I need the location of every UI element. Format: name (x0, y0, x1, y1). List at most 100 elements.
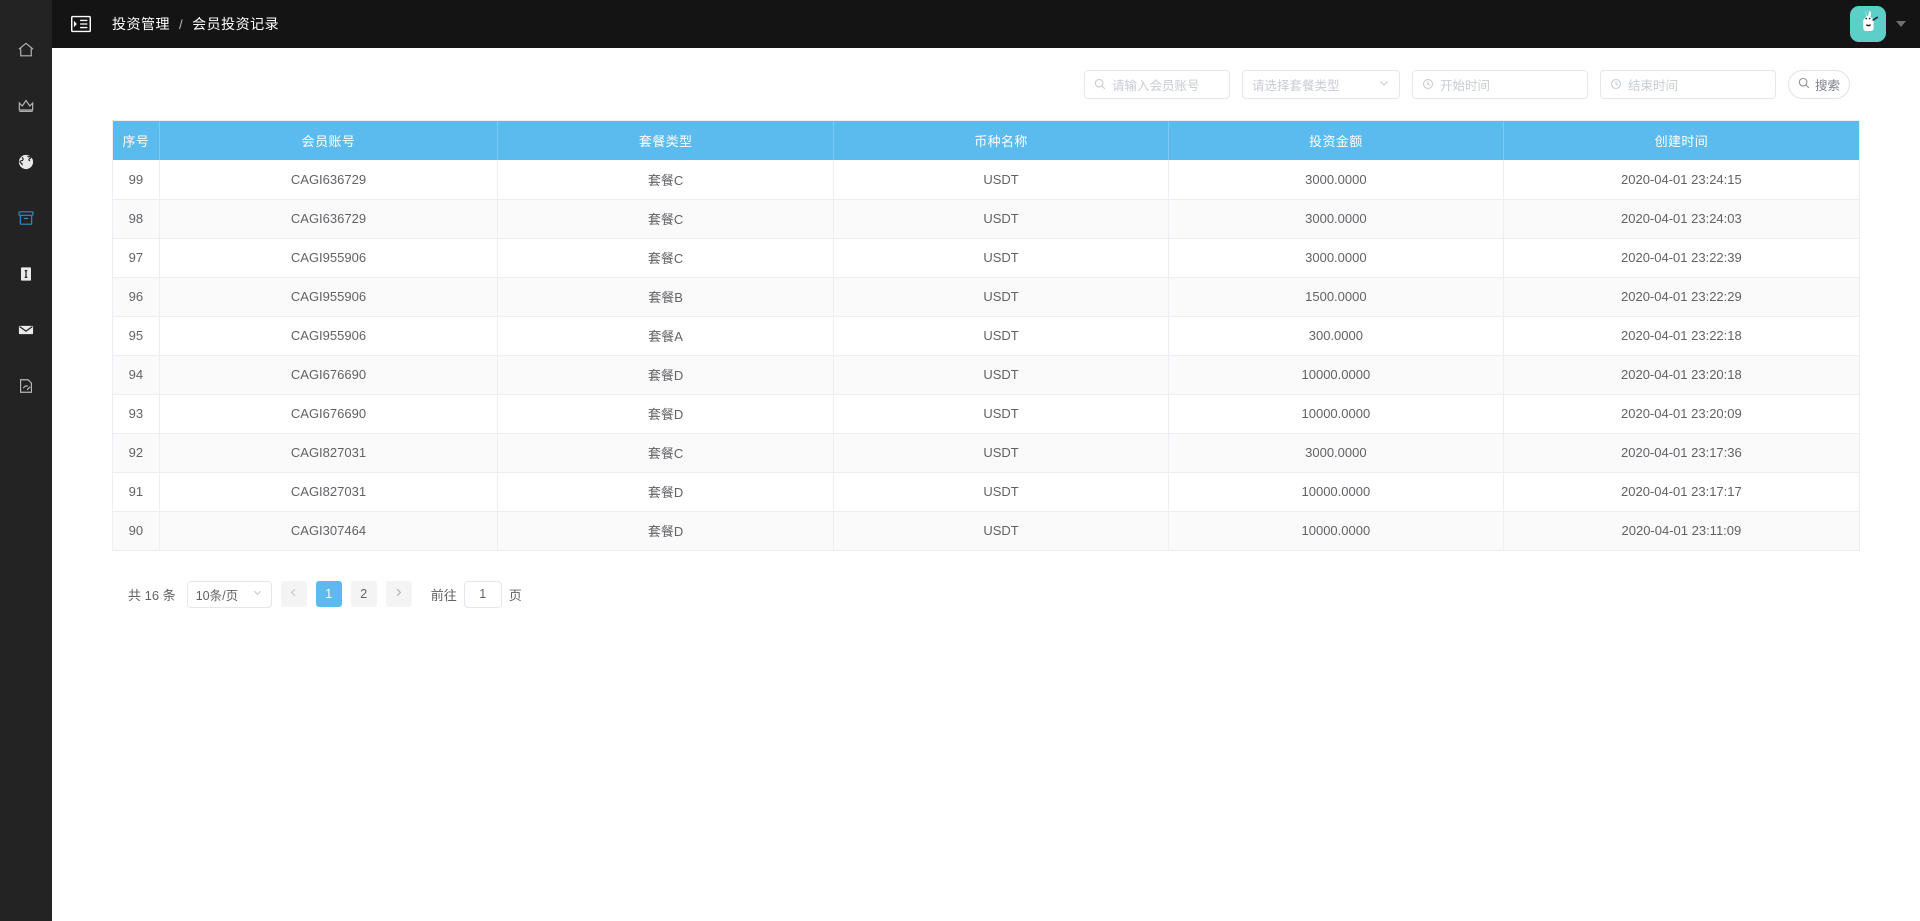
start-time-placeholder: 开始时间 (1440, 78, 1491, 93)
page-size-select[interactable]: 10条/页 (186, 580, 272, 608)
pagination-page-2[interactable]: 2 (350, 581, 377, 607)
cell-package: 套餐D (497, 472, 835, 512)
cell-amount: 3000.0000 (1168, 238, 1504, 278)
sidebar-item-article[interactable] (0, 246, 52, 302)
cell-package: 套餐A (497, 316, 835, 356)
topbar-right (1850, 6, 1906, 42)
pagination-total: 共 16 条 (128, 587, 176, 603)
cell-amount: 10000.0000 (1168, 472, 1504, 512)
cell-index: 94 (113, 355, 160, 395)
search-icon (1798, 77, 1810, 92)
cell-created: 2020-04-01 23:11:09 (1503, 511, 1859, 551)
menu-fold-icon[interactable] (68, 13, 94, 35)
cell-created: 2020-04-01 23:22:18 (1503, 316, 1859, 356)
table-row[interactable]: 92 CAGI827031 套餐C USDT 3000.0000 2020-04… (113, 433, 1859, 473)
start-time-input[interactable]: 开始时间 (1412, 69, 1588, 99)
globe-icon (16, 152, 36, 172)
clock-icon (1422, 78, 1434, 90)
cell-package: 套餐B (497, 277, 835, 317)
cell-created: 2020-04-01 23:20:18 (1503, 355, 1859, 395)
cell-account: CAGI636729 (159, 199, 499, 239)
cell-created: 2020-04-01 23:24:15 (1503, 160, 1859, 200)
sidebar (0, 0, 52, 921)
cell-account: CAGI955906 (159, 238, 499, 278)
pagination-page-1[interactable]: 1 (315, 581, 342, 607)
sidebar-item-investment[interactable] (0, 190, 52, 246)
breadcrumb-current: 会员投资记录 (192, 16, 280, 32)
table-row[interactable]: 93 CAGI676690 套餐D USDT 10000.0000 2020-0… (113, 394, 1859, 434)
package-type-select[interactable]: 请选择套餐类型 (1242, 69, 1400, 99)
cell-account: CAGI827031 (159, 472, 499, 512)
sidebar-item-contract[interactable] (0, 358, 52, 414)
chevron-down-icon (252, 587, 263, 601)
pagination-prev-button[interactable] (280, 581, 307, 607)
cell-index: 96 (113, 277, 160, 317)
cell-index: 99 (113, 160, 160, 200)
cell-created: 2020-04-01 23:24:03 (1503, 199, 1859, 239)
account-search-placeholder: 请输入会员账号 (1112, 78, 1200, 93)
jump-prefix-label: 前往 (430, 587, 457, 603)
breadcrumb-parent[interactable]: 投资管理 (112, 16, 170, 32)
cell-amount: 3000.0000 (1168, 433, 1504, 473)
cell-currency: USDT (833, 277, 1169, 317)
cell-index: 90 (113, 511, 160, 551)
end-time-input[interactable]: 结束时间 (1600, 69, 1776, 99)
cell-currency: USDT (833, 199, 1169, 239)
sidebar-item-mail[interactable] (0, 302, 52, 358)
crown-icon (16, 96, 36, 116)
table-row[interactable]: 91 CAGI827031 套餐D USDT 10000.0000 2020-0… (113, 472, 1859, 512)
cell-currency: USDT (833, 511, 1169, 551)
cell-index: 95 (113, 316, 160, 356)
column-header-created: 创建时间 (1503, 121, 1859, 160)
cell-currency: USDT (833, 433, 1169, 473)
table-row[interactable]: 95 CAGI955906 套餐A USDT 300.0000 2020-04-… (113, 316, 1859, 356)
pagination-jumper: 前往 1 页 (430, 580, 522, 608)
cell-package: 套餐D (497, 355, 835, 395)
cell-account: CAGI676690 (159, 355, 499, 395)
table-row[interactable]: 98 CAGI636729 套餐C USDT 3000.0000 2020-04… (113, 199, 1859, 239)
filter-toolbar: 请输入会员账号 请选择套餐类型 开始时间 (112, 48, 1860, 120)
cell-amount: 10000.0000 (1168, 511, 1504, 551)
chevron-left-icon (288, 587, 299, 601)
cell-created: 2020-04-01 23:17:36 (1503, 433, 1859, 473)
table-row[interactable]: 96 CAGI955906 套餐B USDT 1500.0000 2020-04… (113, 277, 1859, 317)
table-row[interactable]: 97 CAGI955906 套餐C USDT 3000.0000 2020-04… (113, 238, 1859, 278)
table-row[interactable]: 90 CAGI307464 套餐D USDT 10000.0000 2020-0… (113, 511, 1859, 551)
table-row[interactable]: 94 CAGI676690 套餐D USDT 10000.0000 2020-0… (113, 355, 1859, 395)
cell-created: 2020-04-01 23:22:29 (1503, 277, 1859, 317)
cell-currency: USDT (833, 394, 1169, 434)
pagination-next-button[interactable] (385, 581, 412, 607)
cell-account: CAGI676690 (159, 394, 499, 434)
cell-account: CAGI307464 (159, 511, 499, 551)
cell-currency: USDT (833, 355, 1169, 395)
table-row[interactable]: 99 CAGI636729 套餐C USDT 3000.0000 2020-04… (113, 160, 1859, 200)
cell-index: 97 (113, 238, 160, 278)
account-search-input[interactable]: 请输入会员账号 (1084, 69, 1230, 99)
cell-created: 2020-04-01 23:22:39 (1503, 238, 1859, 278)
cell-package: 套餐C (497, 199, 835, 239)
envelope-icon (16, 320, 36, 340)
cell-package: 套餐C (497, 160, 835, 200)
cell-package: 套餐D (497, 394, 835, 434)
breadcrumb: 投资管理 / 会员投资记录 (112, 14, 279, 34)
sidebar-item-home[interactable] (0, 22, 52, 78)
main-pane: 投资管理 / 会员投资记录 (52, 0, 1920, 921)
content-area: 请输入会员账号 请选择套餐类型 开始时间 (52, 48, 1920, 921)
cell-package: 套餐C (497, 238, 835, 278)
caret-down-icon[interactable] (1896, 21, 1906, 27)
sidebar-item-globe[interactable] (0, 134, 52, 190)
column-header-currency: 币种名称 (833, 121, 1169, 160)
cell-index: 91 (113, 472, 160, 512)
jump-page-input[interactable]: 1 (463, 580, 502, 608)
cell-amount: 3000.0000 (1168, 160, 1504, 200)
avatar[interactable] (1850, 6, 1886, 42)
end-time-placeholder: 结束时间 (1628, 78, 1679, 93)
clock-icon (1610, 78, 1622, 90)
table-header-row: 序号 会员账号 套餐类型 币种名称 投资金额 创建时间 (113, 121, 1859, 160)
sidebar-item-crown[interactable] (0, 78, 52, 134)
cell-amount: 300.0000 (1168, 316, 1504, 356)
cell-amount: 10000.0000 (1168, 355, 1504, 395)
search-button[interactable]: 搜索 (1788, 69, 1850, 99)
column-header-account: 会员账号 (159, 121, 499, 160)
